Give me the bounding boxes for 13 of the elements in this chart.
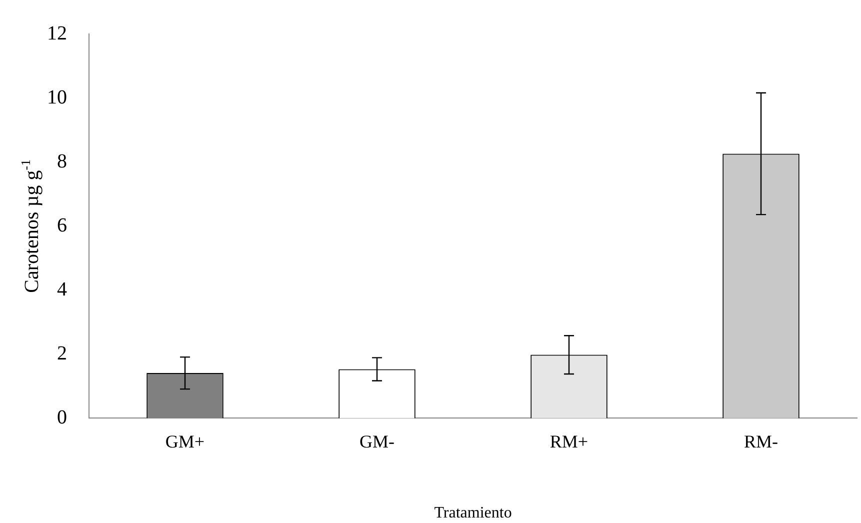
y-tick-label: 6 [57, 214, 67, 236]
x-tick-label: GM- [360, 432, 395, 452]
y-tick-label: 4 [57, 278, 67, 300]
x-tick-label: RM- [744, 432, 778, 452]
x-axis-title: Tratamiento [434, 504, 512, 522]
y-tick-label: 8 [57, 150, 67, 172]
y-axis-title: Carotenos µg g-1 [18, 159, 43, 293]
x-tick-label: GM+ [165, 432, 205, 452]
x-tick-label: RM+ [550, 432, 588, 452]
y-tick-label: 10 [47, 86, 67, 108]
y-tick-label: 0 [57, 406, 67, 428]
y-tick-label: 2 [57, 342, 67, 364]
y-tick-label: 12 [47, 22, 67, 44]
